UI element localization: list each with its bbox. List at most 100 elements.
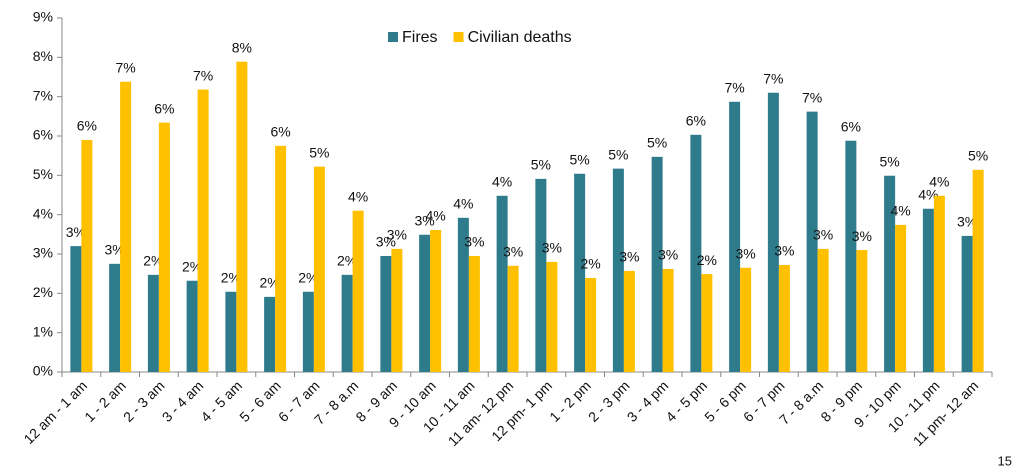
value-label: 5% — [880, 153, 900, 169]
x-tick-label: 3 - 4 am — [159, 377, 207, 425]
value-label: 3% — [105, 242, 125, 258]
bar — [236, 61, 248, 372]
bar — [120, 81, 132, 372]
bar — [690, 134, 702, 372]
bar — [391, 248, 403, 372]
x-tick-label: 4 - 5 pm — [662, 377, 710, 425]
legend-label: Fires — [402, 29, 438, 46]
bar — [186, 280, 198, 372]
value-label: 4% — [426, 208, 446, 224]
bar — [895, 224, 907, 372]
value-label: 7% — [802, 89, 822, 105]
y-tick-label: 4% — [33, 205, 53, 221]
value-label: 8% — [232, 39, 252, 55]
value-label: 3% — [813, 227, 833, 243]
value-label: 2% — [221, 269, 241, 285]
bar — [574, 173, 586, 372]
bar — [302, 291, 314, 372]
x-tick-label: 5 - 6 am — [236, 377, 284, 425]
value-label: 6% — [686, 113, 706, 129]
value-label: 3% — [957, 214, 977, 230]
bar — [701, 274, 713, 372]
bar — [933, 195, 945, 372]
value-label: 3% — [774, 243, 794, 259]
value-label: 5% — [608, 146, 628, 162]
bar — [806, 111, 818, 372]
value-label: 4% — [453, 196, 473, 212]
bar — [341, 274, 353, 372]
bar — [817, 248, 829, 372]
legend-swatch — [453, 32, 464, 42]
y-tick-label: 9% — [33, 9, 53, 25]
value-label: 6% — [154, 100, 174, 116]
y-tick-label: 2% — [33, 284, 53, 300]
x-tick-label: 1 - 2 am — [81, 377, 129, 425]
value-label: 3% — [415, 212, 435, 228]
bar — [419, 234, 431, 372]
bar — [158, 122, 170, 372]
bar — [507, 265, 519, 372]
bar — [81, 139, 93, 372]
bar — [275, 145, 287, 372]
value-label: 5% — [570, 151, 590, 167]
value-label: 6% — [271, 124, 291, 140]
bar — [729, 101, 741, 372]
value-label: 2% — [260, 275, 280, 291]
bar — [380, 255, 392, 372]
value-label: 5% — [968, 148, 988, 164]
bar — [430, 230, 442, 372]
x-tick-label: 2 - 3 pm — [585, 377, 633, 425]
bar — [740, 267, 752, 372]
value-label: 3% — [852, 228, 872, 244]
bar — [767, 92, 779, 372]
value-label: 3% — [387, 227, 407, 243]
bar — [468, 255, 480, 372]
bar — [225, 291, 237, 372]
value-label: 7% — [763, 70, 783, 86]
value-label: 5% — [647, 135, 667, 151]
value-label: 2% — [182, 258, 202, 274]
value-label: 6% — [77, 118, 97, 134]
x-tick-label: 5 - 6 pm — [701, 377, 749, 425]
bar — [651, 156, 663, 372]
value-label: 2% — [581, 256, 601, 272]
bar — [457, 217, 469, 372]
bar — [884, 175, 896, 372]
y-tick-label: 0% — [33, 363, 53, 379]
x-tick-label: 1 - 2 pm — [546, 377, 594, 425]
y-tick-label: 6% — [33, 127, 53, 143]
value-label: 4% — [891, 203, 911, 219]
bar — [662, 268, 674, 372]
bar — [147, 274, 159, 372]
x-tick-label: 4 - 5 am — [197, 377, 245, 425]
y-tick-label: 8% — [33, 48, 53, 64]
value-label: 4% — [929, 173, 949, 189]
bar — [197, 89, 209, 372]
bar — [546, 261, 558, 372]
bar — [922, 208, 934, 372]
value-label: 3% — [542, 240, 562, 256]
bar — [70, 246, 82, 372]
value-label: 3% — [503, 244, 523, 260]
y-tick-label: 1% — [33, 323, 53, 339]
bar — [778, 265, 790, 372]
bar — [264, 296, 276, 372]
value-label: 2% — [337, 253, 357, 269]
bar — [961, 235, 973, 372]
value-label: 4% — [492, 173, 512, 189]
x-tick-label: 3 - 4 pm — [624, 377, 672, 425]
bar — [972, 169, 984, 372]
value-label: 3% — [66, 224, 86, 240]
value-label: 4% — [918, 186, 938, 202]
legend-label: Civilian deaths — [468, 29, 572, 46]
value-label: 4% — [348, 188, 368, 204]
bar — [612, 168, 624, 372]
bar — [535, 178, 547, 372]
value-label: 3% — [658, 247, 678, 263]
bar — [856, 250, 868, 372]
value-label: 3% — [736, 245, 756, 261]
bar — [109, 263, 121, 372]
y-tick-label: 7% — [33, 87, 53, 103]
page-number: 15 — [998, 453, 1012, 468]
